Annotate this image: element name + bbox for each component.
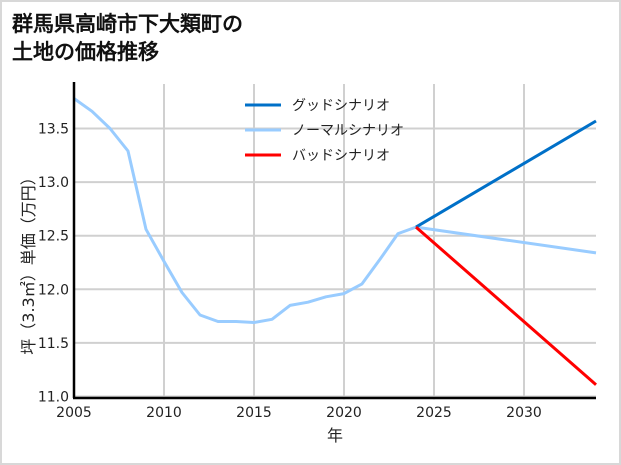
- y-tick-label: 12.0: [38, 282, 69, 298]
- y-tick-label: 12.5: [38, 229, 69, 245]
- x-tick-label: 2005: [56, 405, 92, 421]
- y-axis-label: 坪（3.3㎡）単価（万円）: [19, 169, 38, 354]
- legend-item: グッドシナリオ: [245, 98, 390, 114]
- series-line: [73, 97, 597, 324]
- tick-labels: 11.0 11.5 12.0 12.5 13.0 13.5 2005 2010 2015 2020…: [38, 122, 542, 422]
- legend-item: バッドシナリオ: [245, 148, 390, 164]
- legend-item: ノーマルシナリオ: [245, 123, 404, 139]
- x-tick-label: 2030: [506, 405, 542, 421]
- y-tick-label: 11.0: [38, 390, 69, 406]
- x-tick-label: 2015: [236, 405, 272, 421]
- axes: [72, 82, 596, 400]
- grid-lines: [74, 84, 596, 400]
- x-axis-label: 年: [327, 426, 343, 445]
- y-tick-label: 13.5: [38, 122, 69, 138]
- series-line: [415, 225, 597, 386]
- chart-title: 群馬県高崎市下大類町の 土地の価格推移: [12, 10, 243, 66]
- x-tick-label: 2010: [146, 405, 182, 421]
- x-tick-label: 2025: [416, 405, 452, 421]
- chart-title-line-2: 土地の価格推移: [12, 40, 159, 64]
- series-line: [415, 119, 597, 229]
- chart-title-line-1: 群馬県高崎市下大類町の: [12, 12, 243, 36]
- data-series: [73, 97, 597, 386]
- legend-label: バッドシナリオ: [292, 148, 390, 164]
- x-tick-label: 2020: [326, 405, 362, 421]
- y-tick-label: 11.5: [38, 336, 69, 352]
- legend-label: グッドシナリオ: [292, 98, 390, 114]
- y-tick-label: 13.0: [38, 175, 69, 191]
- legend-label: ノーマルシナリオ: [292, 123, 404, 139]
